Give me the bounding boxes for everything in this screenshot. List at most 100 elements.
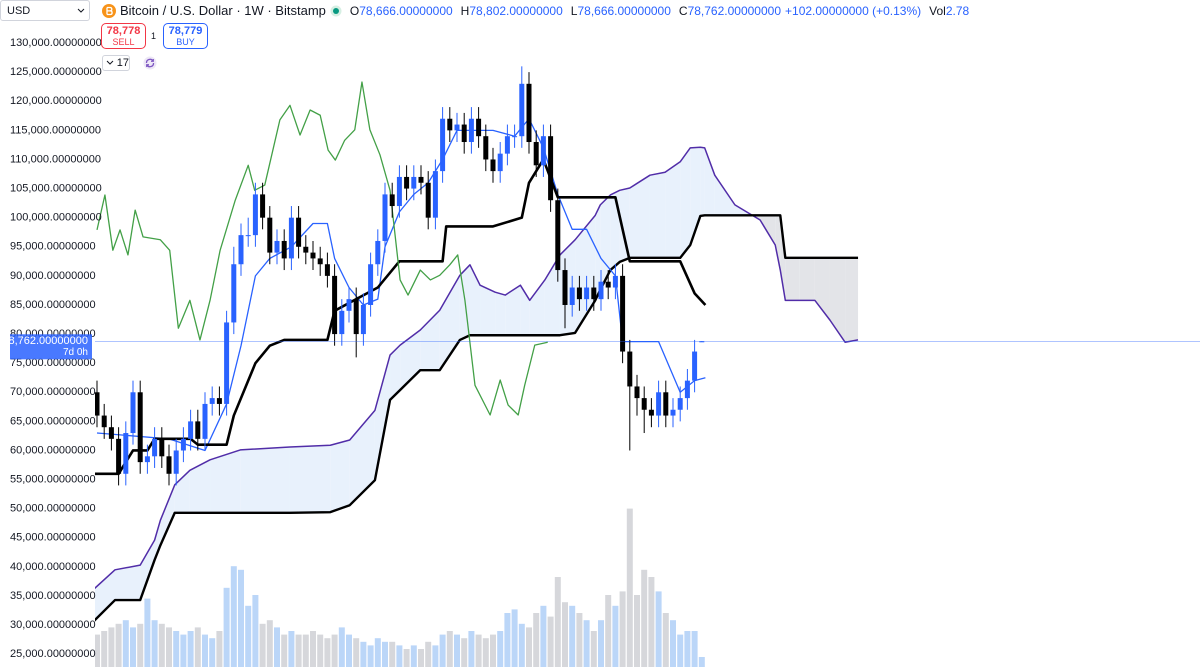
candle-body <box>130 392 136 434</box>
candle-body <box>576 287 582 300</box>
y-tick-label: 90,000.00000000 <box>10 270 96 282</box>
volume-bar <box>281 634 288 667</box>
volume-bar <box>648 577 655 667</box>
buy-price: 78,779 <box>168 25 203 37</box>
candle-body <box>188 421 194 439</box>
y-tick-label: 75,000.00000000 <box>10 357 96 369</box>
candle-body <box>612 275 618 288</box>
candle-body <box>468 118 474 143</box>
cloud-fill <box>704 147 715 216</box>
volume-bar <box>432 645 439 667</box>
candle-body <box>684 380 690 399</box>
volume-bar <box>144 598 151 667</box>
volume-bar <box>576 613 583 667</box>
volume-bar <box>403 649 410 667</box>
cloud-fill <box>140 540 155 601</box>
volume-bar <box>266 620 273 667</box>
volume-bar <box>439 634 446 667</box>
candle-body <box>137 392 143 463</box>
cloud-line <box>95 146 859 590</box>
candle-body <box>209 398 215 404</box>
indicator-line <box>96 81 548 416</box>
cloud-fill <box>665 161 681 258</box>
volume-value: 2.78 <box>945 3 970 18</box>
candle-body <box>591 287 597 300</box>
cloud-fill <box>390 345 401 400</box>
volume-bar <box>324 638 331 667</box>
y-tick-label: 35,000.00000000 <box>10 590 96 602</box>
candle-body <box>454 124 460 131</box>
candle-body <box>418 176 424 183</box>
volume-bar <box>245 605 252 667</box>
candle-body <box>533 142 539 166</box>
candle-body <box>648 409 654 416</box>
ohlc-value: 78,762.00000000 <box>687 3 782 18</box>
candle-body <box>288 217 294 259</box>
candle-body <box>569 287 575 305</box>
indicators-toggle[interactable]: 17 <box>102 55 130 71</box>
candle-body <box>663 392 669 416</box>
candle-body <box>173 450 179 474</box>
y-tick-label: 105,000.00000000 <box>10 182 102 194</box>
volume-bar <box>180 634 187 667</box>
buy-button[interactable]: 78,779 BUY <box>163 23 208 49</box>
cloud-fill <box>619 187 630 262</box>
cloud-fill <box>575 215 596 333</box>
y-tick-label: 55,000.00000000 <box>10 473 96 485</box>
volume-bar <box>418 649 424 667</box>
candle-body <box>332 275 338 335</box>
volume-bar <box>684 631 691 667</box>
candle-body <box>339 310 345 335</box>
volume-bar <box>691 631 698 667</box>
ohlc-value: 78,666.00000000 <box>359 3 453 18</box>
volume-bar <box>130 627 136 667</box>
candle-body <box>483 136 489 160</box>
candle-body <box>368 264 374 305</box>
y-tick-label: 95,000.00000000 <box>10 241 96 253</box>
currency-select[interactable]: USD <box>0 0 90 21</box>
candle-body <box>497 153 503 172</box>
candle-body <box>641 398 647 410</box>
candle-body <box>260 194 266 218</box>
candle-body <box>677 398 683 410</box>
candle-body <box>584 287 590 300</box>
candle-body <box>159 438 165 457</box>
volume-bar <box>569 605 576 667</box>
volume-bar <box>490 634 496 667</box>
change: +102.00000000 (+0.13%) <box>785 3 922 18</box>
ohlc-label: L <box>570 3 578 18</box>
candle-body <box>540 136 546 166</box>
indicator-count: 17 <box>116 57 129 69</box>
candle-body <box>123 433 129 474</box>
y-tick-label: 115,000.00000000 <box>10 124 101 136</box>
candle-body <box>440 118 446 172</box>
volume-bar <box>504 613 511 667</box>
candle-body <box>512 136 518 138</box>
volume-bar <box>410 645 417 667</box>
candle-body <box>504 136 510 154</box>
candle-body <box>425 182 431 218</box>
candle-body <box>461 124 467 143</box>
candle-body <box>324 264 330 276</box>
cloud-fill <box>210 449 241 513</box>
candle-body <box>490 159 496 172</box>
volume-bar <box>626 508 633 667</box>
symbol-title[interactable]: Bitcoin / U.S. Dollar · 1W · Bitstamp <box>120 3 326 18</box>
volume-bar <box>367 645 374 667</box>
candle-body <box>353 299 359 335</box>
candle-body <box>195 421 201 439</box>
volume-bar <box>533 613 540 667</box>
candle-body <box>152 438 158 457</box>
y-tick-label: 60,000.00000000 <box>10 444 96 456</box>
volume-bar <box>497 631 504 667</box>
volume-bar <box>540 605 547 667</box>
sell-button[interactable]: 78,778 SELL <box>101 23 146 49</box>
cloud-fill <box>649 172 666 258</box>
y-tick-label: 100,000.00000000 <box>10 212 102 224</box>
volume-bar <box>252 595 259 667</box>
cloud-fill <box>505 285 521 336</box>
refresh-icon[interactable] <box>143 56 157 70</box>
volume-bar <box>209 638 216 667</box>
